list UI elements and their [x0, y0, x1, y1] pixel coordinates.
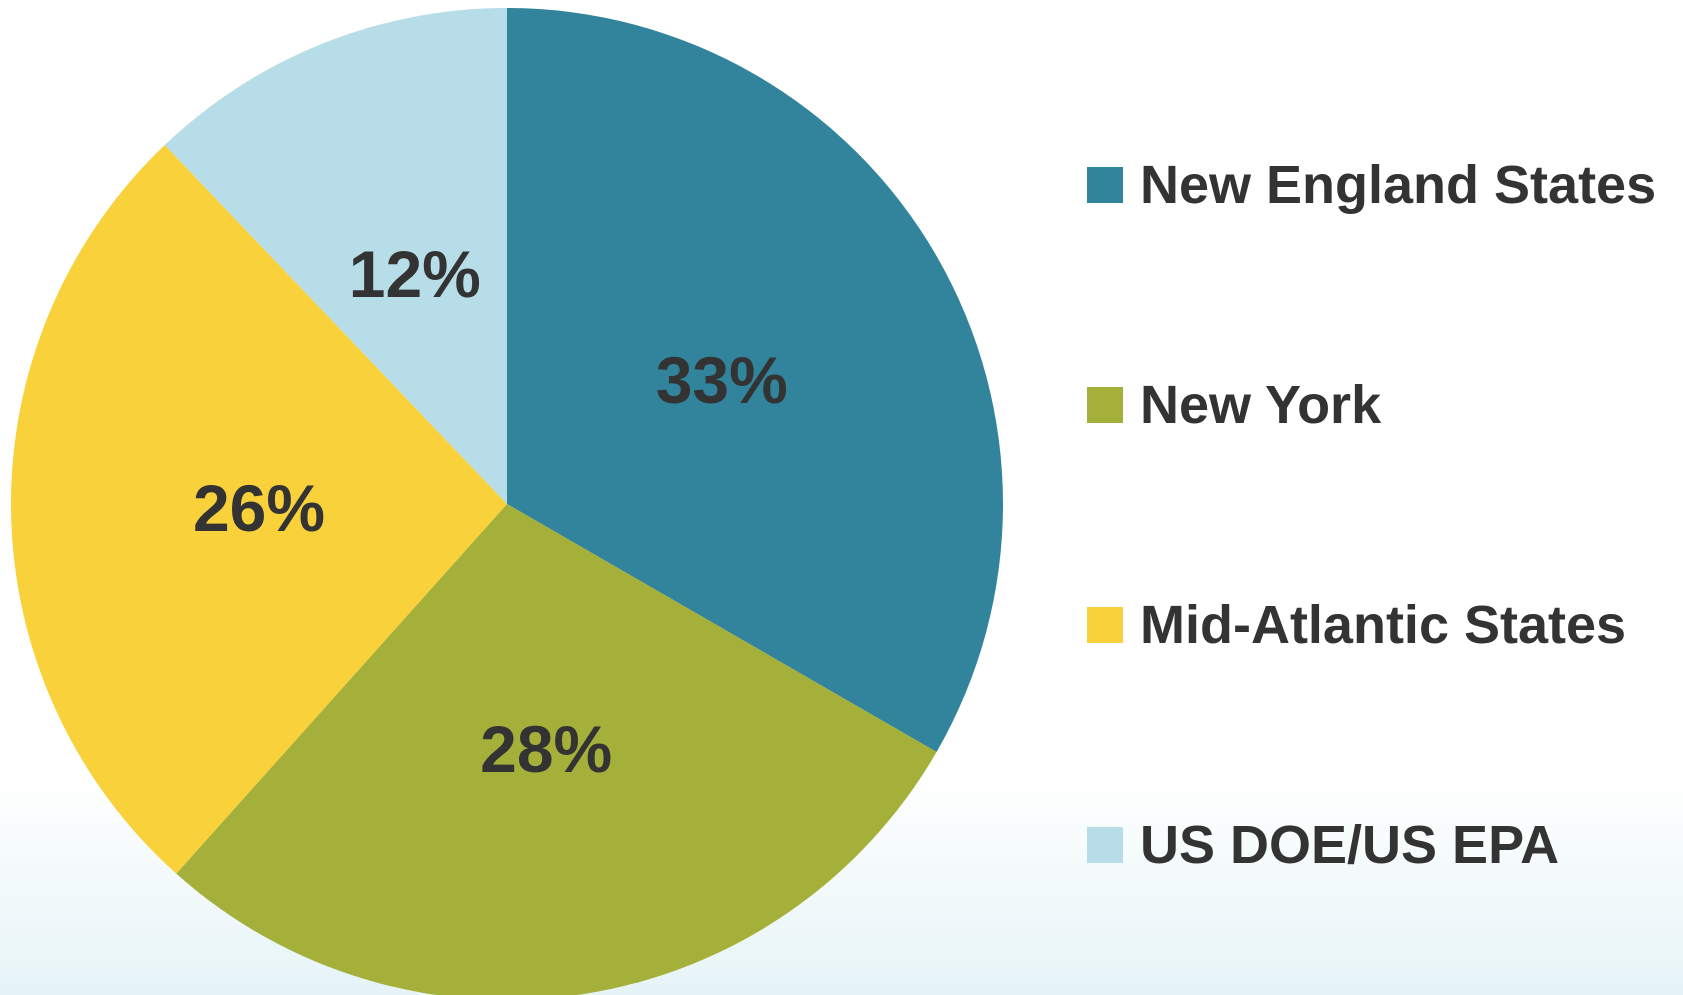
data-label: 26% [193, 471, 325, 545]
pie-slice [10, 145, 507, 874]
legend-label: New England States [1140, 155, 1656, 215]
legend-swatch [1087, 607, 1123, 643]
legend-label: Mid-Atlantic States [1140, 595, 1626, 655]
pie-slice [164, 8, 507, 504]
legend-swatch [1087, 387, 1123, 423]
legend-label: US DOE/US EPA [1140, 815, 1559, 875]
data-label: 33% [656, 343, 788, 417]
legend-swatch [1087, 167, 1123, 203]
legend-label: New York [1140, 375, 1382, 435]
pie-slice [507, 8, 1003, 752]
legend-swatch [1087, 827, 1123, 863]
data-label: 12% [349, 237, 481, 311]
data-label: 28% [480, 712, 612, 786]
pie-slice [176, 504, 937, 995]
